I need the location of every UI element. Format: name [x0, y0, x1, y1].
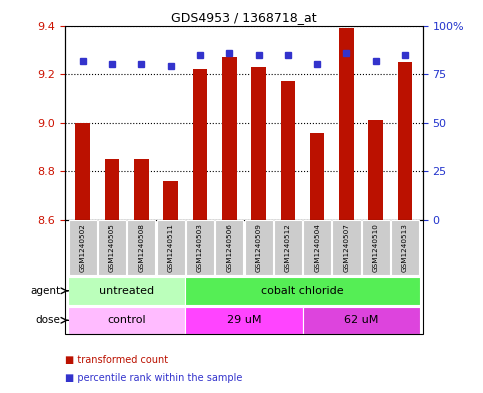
- Text: cobalt chloride: cobalt chloride: [261, 286, 344, 296]
- Bar: [128, 220, 156, 275]
- Bar: [303, 220, 331, 275]
- Bar: [332, 220, 360, 275]
- Text: GSM1240503: GSM1240503: [197, 223, 203, 272]
- Bar: [69, 220, 97, 275]
- Text: control: control: [107, 315, 146, 325]
- Bar: [186, 220, 214, 275]
- Text: GSM1240508: GSM1240508: [138, 223, 144, 272]
- Bar: [98, 220, 126, 275]
- Bar: [185, 277, 420, 305]
- Text: untreated: untreated: [99, 286, 154, 296]
- Text: GSM1240505: GSM1240505: [109, 223, 115, 272]
- Bar: [310, 132, 325, 220]
- Bar: [369, 120, 383, 220]
- Text: GSM1240513: GSM1240513: [402, 223, 408, 272]
- Text: GSM1240504: GSM1240504: [314, 223, 320, 272]
- Bar: [215, 220, 243, 275]
- Text: GSM1240512: GSM1240512: [285, 223, 291, 272]
- Bar: [251, 67, 266, 220]
- Bar: [68, 277, 185, 305]
- Bar: [75, 123, 90, 220]
- Bar: [339, 28, 354, 220]
- Bar: [281, 81, 295, 220]
- Bar: [105, 159, 119, 220]
- Title: GDS4953 / 1368718_at: GDS4953 / 1368718_at: [171, 11, 317, 24]
- Bar: [398, 62, 412, 220]
- Bar: [222, 57, 237, 220]
- Text: GSM1240506: GSM1240506: [226, 223, 232, 272]
- Text: 29 uM: 29 uM: [227, 315, 261, 325]
- Text: GSM1240507: GSM1240507: [343, 223, 350, 272]
- Text: GSM1240509: GSM1240509: [256, 223, 262, 272]
- Bar: [391, 220, 419, 275]
- Text: ■ transformed count: ■ transformed count: [65, 354, 169, 365]
- Text: ■ percentile rank within the sample: ■ percentile rank within the sample: [65, 373, 242, 383]
- Text: GSM1240510: GSM1240510: [373, 223, 379, 272]
- Text: 62 uM: 62 uM: [344, 315, 378, 325]
- Text: GSM1240502: GSM1240502: [80, 223, 86, 272]
- Text: agent: agent: [30, 286, 60, 296]
- Bar: [274, 220, 302, 275]
- Bar: [362, 220, 390, 275]
- Bar: [193, 69, 207, 220]
- Bar: [302, 307, 420, 334]
- Bar: [185, 307, 302, 334]
- Bar: [163, 181, 178, 220]
- Bar: [244, 220, 272, 275]
- Bar: [134, 159, 149, 220]
- Bar: [156, 220, 185, 275]
- Text: GSM1240511: GSM1240511: [168, 223, 174, 272]
- Text: dose: dose: [35, 315, 60, 325]
- Bar: [68, 307, 185, 334]
